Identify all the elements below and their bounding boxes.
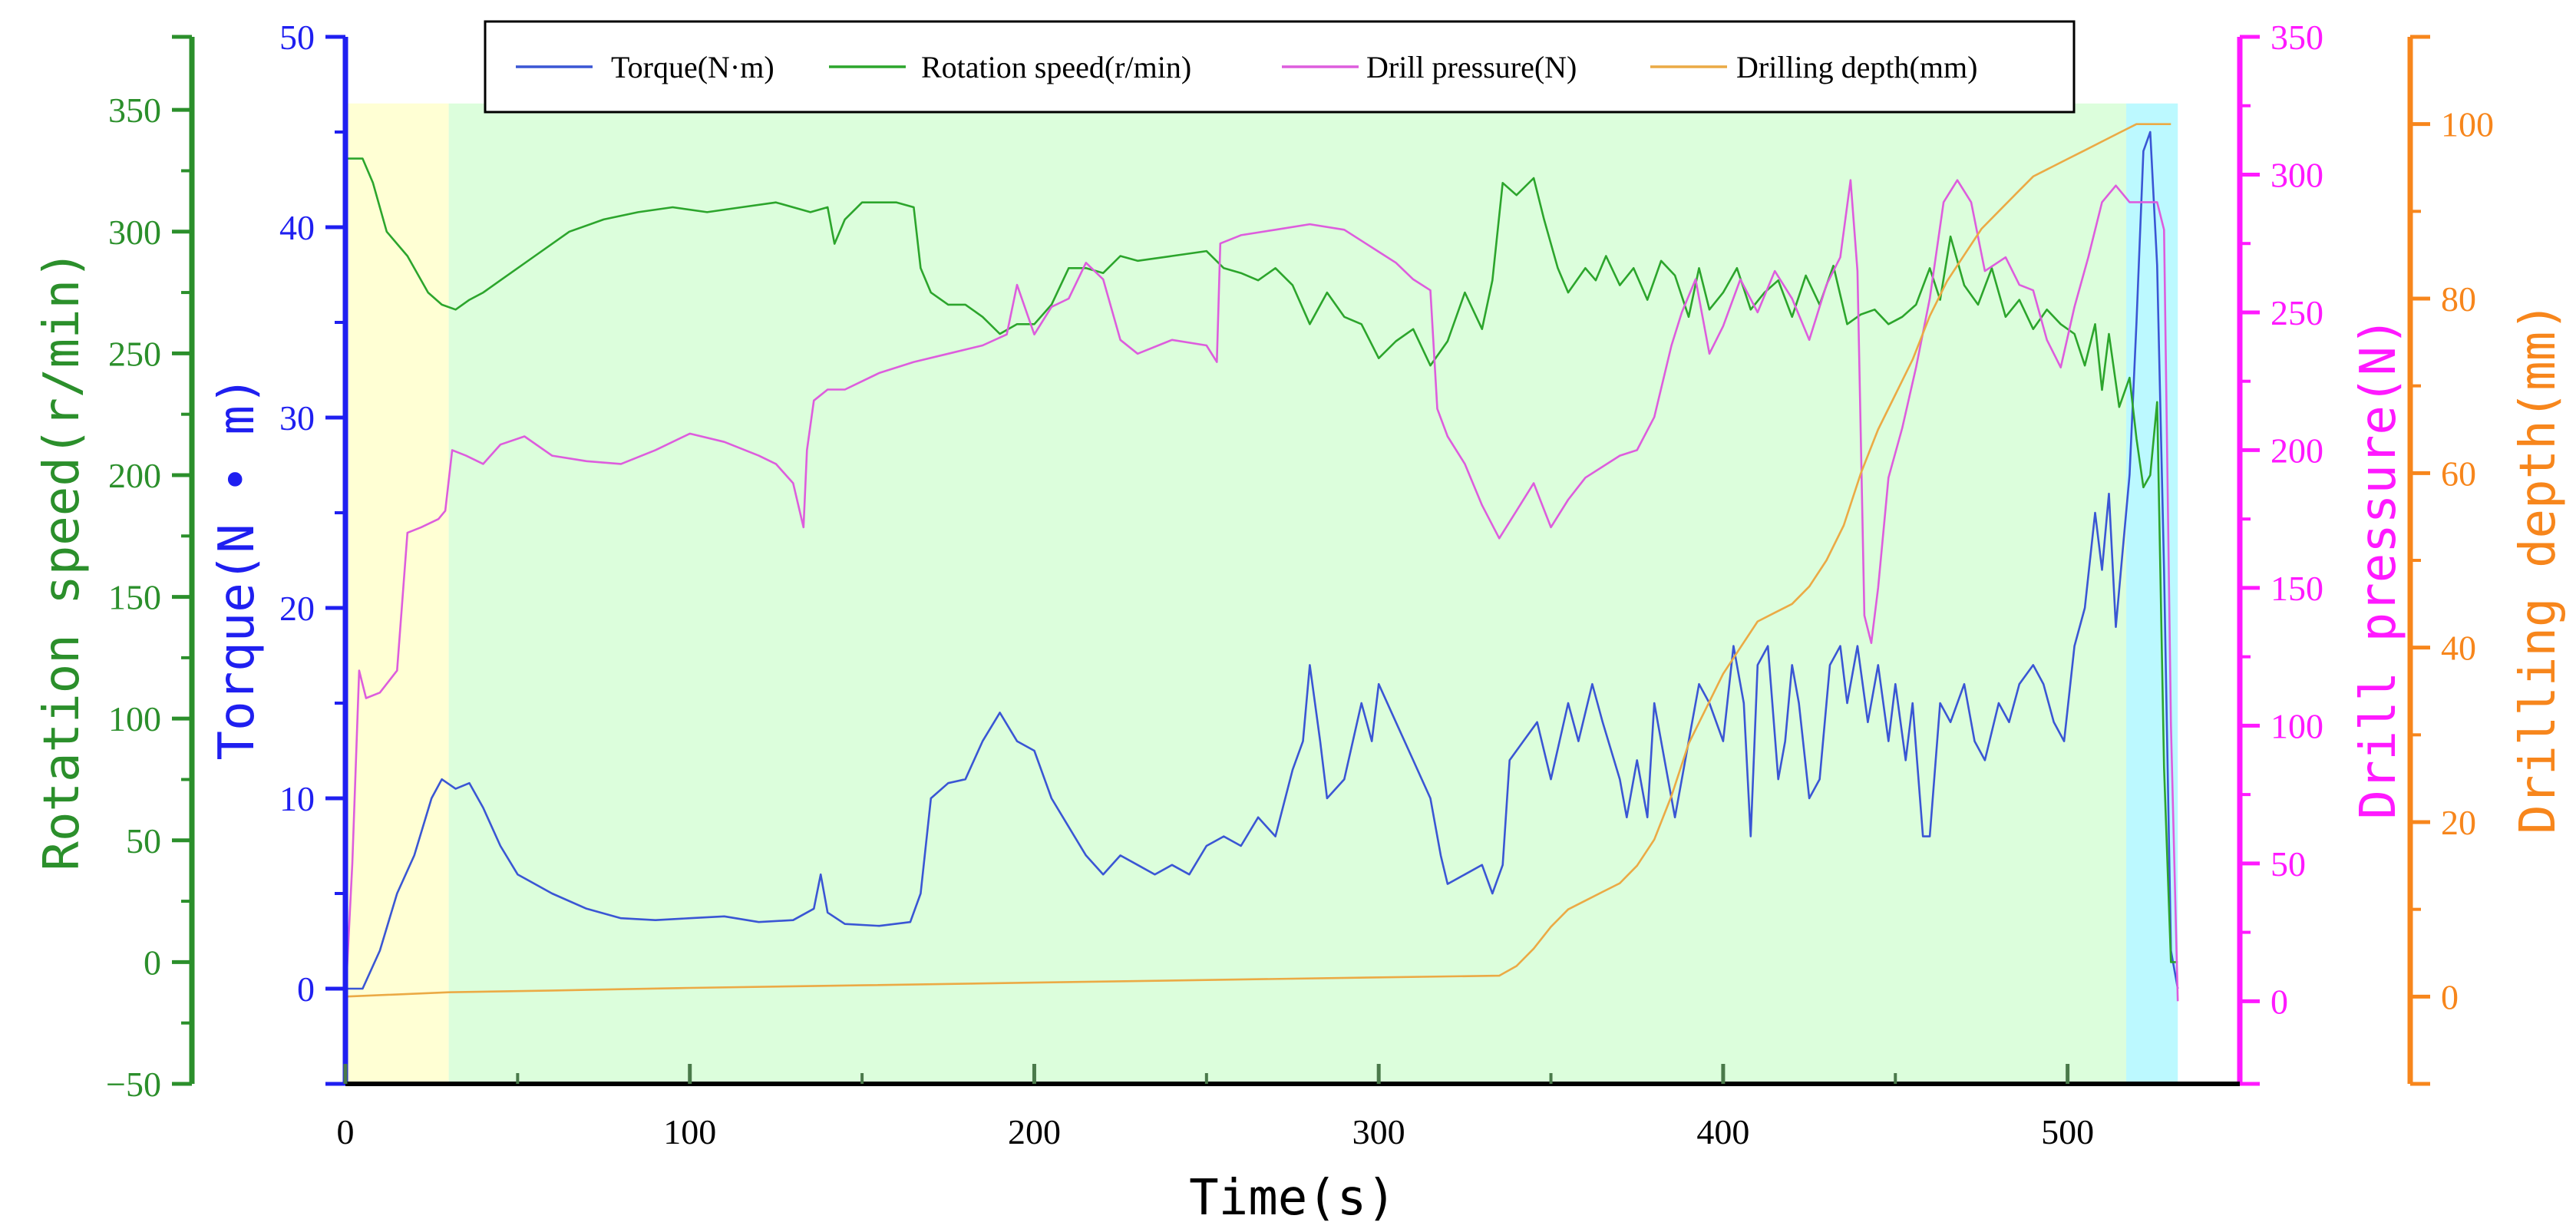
rotation-speed-axis-title: Rotation speed(r/min) xyxy=(34,249,91,870)
axes-layer: 01020304050−5005010015020025030035005010… xyxy=(106,18,2494,1151)
torque-axis: 0 10 20 30 40 50 xyxy=(279,18,348,1086)
pressure-tick-label: 200 xyxy=(2271,431,2323,470)
x-axis-title: Time(s) xyxy=(1189,1170,1396,1227)
torque-tick-label: 50 xyxy=(279,18,315,57)
speed-tick-label: 250 xyxy=(108,334,161,373)
series-line-speed xyxy=(345,157,2178,963)
x-tick-label: 300 xyxy=(1352,1112,1405,1151)
speed-tick-label: 0 xyxy=(144,943,161,982)
x-tick-label: 400 xyxy=(1696,1112,1749,1151)
depth-tick-label: 40 xyxy=(2441,629,2476,668)
legend-label-depth: Drilling depth(mm) xyxy=(1736,50,1977,84)
x-tick-label: 100 xyxy=(663,1112,716,1151)
legend-label-torque: Torque(N·m) xyxy=(611,50,774,84)
legend: Torque(N·m) Rotation speed(r/min) Drill pr… xyxy=(484,20,2076,114)
drilling-depth-axis-title: Drilling depth(mm) xyxy=(2510,302,2567,834)
depth-axis: 0 20 40 60 80 100 xyxy=(2407,35,2494,1086)
depth-tick-label: 20 xyxy=(2441,803,2476,842)
background-regions xyxy=(345,103,2178,1084)
x-tick-label: 200 xyxy=(1008,1112,1061,1151)
x-tick-label: 500 xyxy=(2041,1112,2094,1151)
series-line-pressure xyxy=(344,179,2179,1002)
pressure-tick-label: 300 xyxy=(2271,155,2323,194)
pressure-tick-label: 350 xyxy=(2271,18,2323,57)
legend-label-pressure: Drill pressure(N) xyxy=(1366,50,1577,84)
background-region-0 xyxy=(345,103,449,1084)
depth-tick-label: 80 xyxy=(2441,279,2476,319)
drill-pressure-axis-title: Drill pressure(N) xyxy=(2350,316,2407,819)
pressure-tick-label: 250 xyxy=(2271,293,2323,332)
legend-box xyxy=(484,20,2076,114)
series-line-depth xyxy=(345,123,2171,998)
torque-axis-title: Torque(N • m) xyxy=(209,376,266,761)
pressure-tick-label: 100 xyxy=(2271,706,2323,745)
pressure-tick-label: 0 xyxy=(2271,982,2288,1021)
pressure-axis: 0 50 100 150 200 250 300 350 xyxy=(2237,18,2323,1086)
torque-tick-label: 10 xyxy=(279,779,315,818)
speed-tick-label: 100 xyxy=(108,699,161,738)
x-axis: 0 100 200 300 400 500 xyxy=(337,1064,2240,1151)
torque-tick-label: 40 xyxy=(279,208,315,247)
x-tick-label: 0 xyxy=(337,1112,355,1151)
speed-tick-label: 50 xyxy=(126,821,161,860)
speed-tick-label: 300 xyxy=(108,213,161,252)
depth-tick-label: 60 xyxy=(2441,454,2476,493)
torque-tick-label: 0 xyxy=(297,969,315,1009)
series-layer xyxy=(344,123,2179,1002)
speed-tick-label: −50 xyxy=(106,1065,161,1104)
background-region-1 xyxy=(448,103,2126,1084)
legend-label-speed: Rotation speed(r/min) xyxy=(921,50,1191,84)
series-line-torque xyxy=(345,130,2179,990)
speed-tick-label: 150 xyxy=(108,578,161,617)
speed-tick-label: 200 xyxy=(108,456,161,495)
torque-tick-label: 30 xyxy=(279,398,315,438)
pressure-tick-label: 50 xyxy=(2271,844,2306,884)
depth-tick-label: 100 xyxy=(2441,105,2494,144)
pressure-tick-label: 150 xyxy=(2271,569,2323,608)
depth-tick-label: 0 xyxy=(2441,977,2459,1016)
speed-tick-label: 350 xyxy=(108,91,161,130)
torque-tick-label: 20 xyxy=(279,589,315,628)
speed-axis: −50 0 50 100 150 200 250 300 350 xyxy=(106,35,195,1104)
